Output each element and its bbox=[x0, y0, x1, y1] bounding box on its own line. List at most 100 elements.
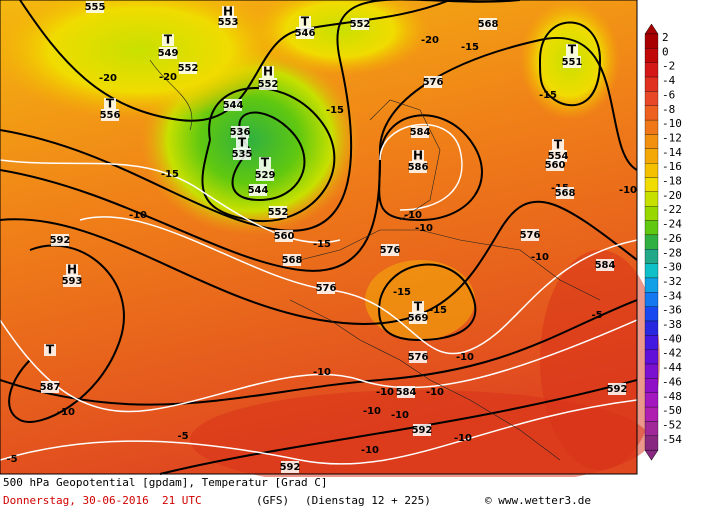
label-box bbox=[596, 259, 614, 271]
legend-label: -16 bbox=[662, 160, 682, 173]
legend-label: -42 bbox=[662, 347, 682, 360]
map-label: 544 bbox=[223, 100, 244, 111]
legend-swatch bbox=[644, 320, 659, 336]
contour bbox=[8, 244, 125, 423]
legend-swatch bbox=[644, 406, 659, 422]
contour bbox=[378, 114, 483, 222]
map-label: 549 bbox=[158, 48, 179, 59]
label-box bbox=[222, 6, 234, 18]
legend-label: -10 bbox=[662, 117, 682, 130]
map-label: 587 bbox=[40, 382, 61, 393]
label-box bbox=[104, 98, 116, 110]
label-box bbox=[275, 230, 293, 242]
map-label: -10 bbox=[391, 410, 409, 421]
label-box bbox=[546, 159, 564, 171]
map-label: -15 bbox=[393, 287, 411, 298]
label-box bbox=[231, 126, 249, 138]
pressure-center: T bbox=[261, 156, 270, 170]
cool-area bbox=[365, 260, 475, 340]
map-label: 568 bbox=[555, 188, 576, 199]
legend-swatch bbox=[644, 119, 659, 135]
legend-swatch bbox=[644, 134, 659, 149]
label-box bbox=[409, 312, 427, 324]
footer-run: (Dienstag 12 + 225) bbox=[305, 494, 431, 507]
legend-label: -18 bbox=[662, 175, 682, 188]
map-label: 568 bbox=[282, 255, 303, 266]
label-box bbox=[299, 16, 311, 28]
label-box bbox=[412, 301, 424, 313]
map-label: 552 bbox=[258, 79, 279, 90]
map-label: -5 bbox=[6, 454, 17, 465]
contour bbox=[0, 299, 638, 406]
map-label: -10 bbox=[619, 185, 637, 196]
label-box bbox=[101, 109, 119, 121]
legend-label: 2 bbox=[662, 31, 669, 44]
legend-label: -4 bbox=[662, 74, 676, 87]
legend-arrow-bottom bbox=[644, 449, 659, 461]
map-label: 536 bbox=[230, 127, 251, 138]
label-box bbox=[219, 16, 237, 28]
label-box bbox=[351, 18, 369, 30]
label-box bbox=[162, 34, 174, 46]
label-box bbox=[552, 139, 564, 151]
legend-swatch bbox=[644, 292, 659, 307]
label-box bbox=[51, 234, 69, 246]
map-label: -15 bbox=[313, 239, 331, 250]
legend-swatch bbox=[644, 76, 659, 92]
pressure-center: H bbox=[413, 149, 423, 163]
map-label: 592 bbox=[607, 384, 628, 395]
legend-label: -44 bbox=[662, 361, 682, 374]
footer-title: 500 hPa Geopotential [gpdam], Temperatur… bbox=[3, 476, 328, 489]
footer-date: Donnerstag, 30-06-2016 21 UTC bbox=[3, 494, 202, 507]
map-label: 529 bbox=[255, 170, 276, 181]
label-box bbox=[424, 76, 442, 88]
map-label: 569 bbox=[408, 313, 429, 324]
map-label: 576 bbox=[520, 230, 541, 241]
legend-label: 0 bbox=[662, 45, 669, 58]
map-label: -20 bbox=[99, 73, 117, 84]
map-label: 555 bbox=[85, 2, 106, 13]
map-label: -10 bbox=[415, 223, 433, 234]
map-label: 544 bbox=[248, 185, 269, 196]
map-label: 593 bbox=[62, 276, 83, 287]
legend-label: -24 bbox=[662, 218, 682, 231]
isotherm bbox=[379, 123, 463, 211]
legend-label: -28 bbox=[662, 246, 682, 259]
map-label: -10 bbox=[454, 433, 472, 444]
legend-label: -2 bbox=[662, 60, 675, 73]
pressure-center: T bbox=[164, 33, 173, 47]
map-label: 576 bbox=[408, 352, 429, 363]
legend-swatch bbox=[644, 177, 659, 193]
label-box bbox=[479, 18, 497, 30]
pressure-center: T bbox=[238, 136, 247, 150]
legend-arrow-top bbox=[644, 23, 659, 35]
legend-label: -38 bbox=[662, 318, 682, 331]
map-label: -10 bbox=[129, 210, 147, 221]
label-box bbox=[86, 1, 104, 13]
map-label: 560 bbox=[274, 231, 295, 242]
cold-area bbox=[250, 0, 430, 75]
map-label: 584 bbox=[595, 260, 616, 271]
legend-swatch bbox=[644, 249, 659, 264]
isotherm bbox=[79, 216, 638, 355]
footer-model: (GFS) bbox=[256, 494, 290, 507]
label-box bbox=[233, 148, 251, 160]
map-label: 576 bbox=[380, 245, 401, 256]
map-label: 552 bbox=[178, 63, 199, 74]
legend-label: -12 bbox=[662, 131, 682, 144]
legend-swatch bbox=[644, 435, 659, 451]
legend-swatch bbox=[644, 148, 659, 164]
pressure-center: T bbox=[301, 15, 310, 29]
legend-label: -34 bbox=[662, 289, 682, 302]
legend-swatch bbox=[644, 62, 659, 78]
contour bbox=[378, 263, 477, 342]
map-label: -10 bbox=[404, 210, 422, 221]
isotherm bbox=[0, 319, 638, 413]
legend-label: -46 bbox=[662, 375, 682, 388]
map-label: 552 bbox=[350, 19, 371, 30]
label-box bbox=[269, 206, 287, 218]
legend-label: -8 bbox=[662, 103, 675, 116]
map-label: -5 bbox=[591, 310, 602, 321]
legend-label: -22 bbox=[662, 203, 682, 216]
